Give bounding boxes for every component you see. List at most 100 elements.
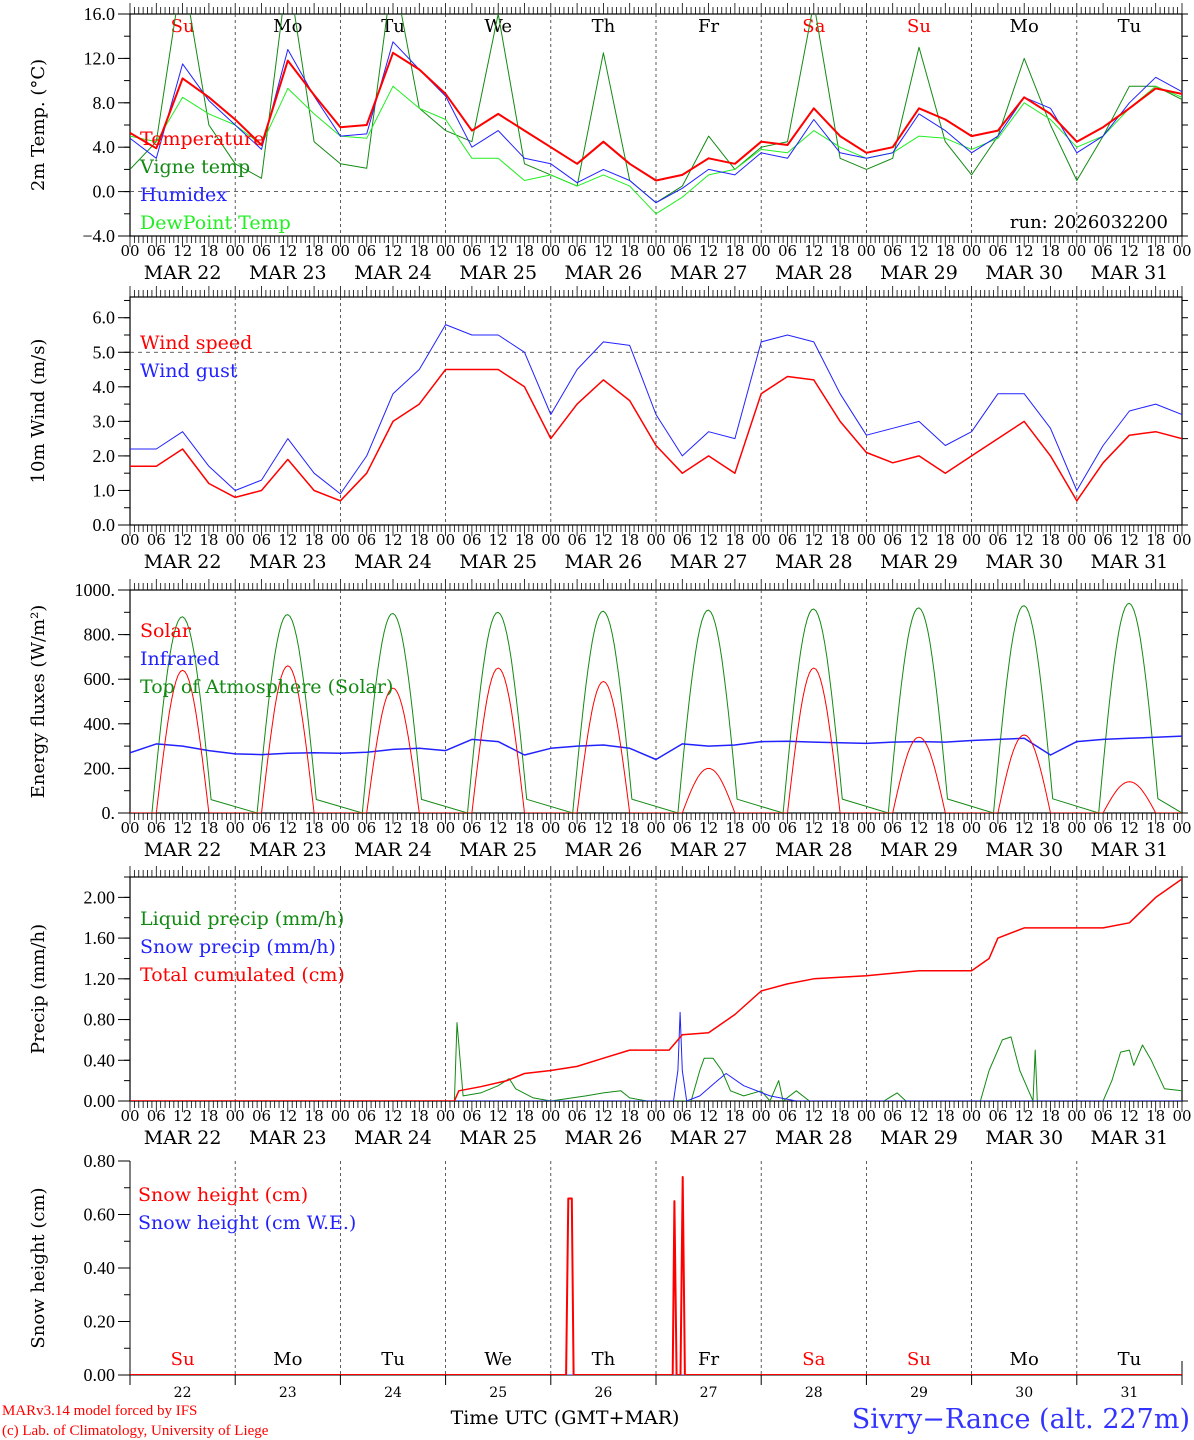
x-hour-label: 00 xyxy=(646,1107,665,1125)
legend-entry: Vigne temp xyxy=(139,156,250,178)
legend-entry: Temperature xyxy=(140,128,264,150)
x-hour-label: 12 xyxy=(489,531,508,549)
x-hour-label: 18 xyxy=(410,1107,429,1125)
y-tick-label: 0.0 xyxy=(93,515,116,535)
x-hour-label: 12 xyxy=(594,531,613,549)
x-hour-label: 18 xyxy=(305,242,324,260)
x-hour-label: 06 xyxy=(568,242,587,260)
day-name-label: Tu xyxy=(381,16,405,37)
x-date-label: MAR 30 xyxy=(985,551,1063,573)
x-hour-label: 12 xyxy=(278,819,297,837)
x-hour-label: 06 xyxy=(778,531,797,549)
x-hour-label: 18 xyxy=(199,531,218,549)
x-date-label: MAR 24 xyxy=(354,262,432,284)
x-hour-label: 00 xyxy=(331,242,350,260)
day-number: 27 xyxy=(700,1385,718,1401)
x-date-label: MAR 26 xyxy=(565,551,643,573)
x-date-label: MAR 23 xyxy=(249,262,327,284)
x-hour-label: 18 xyxy=(1041,819,1060,837)
x-hour-label: 18 xyxy=(620,1107,639,1125)
x-hour-label: 06 xyxy=(147,1107,166,1125)
x-hour-label: 12 xyxy=(804,531,823,549)
x-hour-label: 18 xyxy=(725,242,744,260)
x-hour-label: 18 xyxy=(410,242,429,260)
x-hour-label: 00 xyxy=(857,1107,876,1125)
x-hour-label: 18 xyxy=(410,531,429,549)
legend-entry: Snow precip (mm/h) xyxy=(140,936,336,958)
x-hour-label: 00 xyxy=(857,531,876,549)
legend-entry: Infrared xyxy=(140,648,220,670)
y-axis-title: Precip (mm/h) xyxy=(28,924,49,1054)
x-hour-label: 06 xyxy=(1094,1107,1113,1125)
x-date-label: MAR 24 xyxy=(354,551,432,573)
x-hour-label: 00 xyxy=(436,242,455,260)
x-hour-label: 12 xyxy=(804,1107,823,1125)
x-hour-label: 00 xyxy=(120,819,139,837)
day-name-label: Tu xyxy=(1118,1349,1142,1370)
x-hour-label: 00 xyxy=(120,1107,139,1125)
x-hour-label: 12 xyxy=(278,1107,297,1125)
legend-entry: Wind gust xyxy=(140,360,238,382)
x-hour-label: 06 xyxy=(568,819,587,837)
x-hour-label: 18 xyxy=(305,1107,324,1125)
x-hour-label: 12 xyxy=(383,819,402,837)
x-hour-label: 06 xyxy=(357,1107,376,1125)
x-hour-label: 12 xyxy=(489,819,508,837)
y-tick-label: 8.0 xyxy=(93,93,116,113)
lab-credit: (c) Lab. of Climatology, University of L… xyxy=(2,1423,269,1439)
x-hour-label: 18 xyxy=(515,1107,534,1125)
x-hour-label: 12 xyxy=(1015,1107,1034,1125)
x-hour-label: 00 xyxy=(752,1107,771,1125)
x-hour-label: 06 xyxy=(147,242,166,260)
x-hour-label: 06 xyxy=(357,242,376,260)
x-hour-label: 00 xyxy=(752,531,771,549)
series-group xyxy=(130,878,1182,1101)
x-hour-label: 12 xyxy=(594,242,613,260)
x-hour-label: 00 xyxy=(226,819,245,837)
x-hour-label: 06 xyxy=(988,242,1007,260)
x-hour-label: 18 xyxy=(831,1107,850,1125)
x-hour-label: 06 xyxy=(252,531,271,549)
x-hour-label: 06 xyxy=(462,531,481,549)
y-tick-label: 4.0 xyxy=(93,137,116,157)
x-hour-label: 06 xyxy=(883,1107,902,1125)
x-hour-label: 18 xyxy=(1146,242,1165,260)
x-hour-label: 06 xyxy=(673,531,692,549)
x-hour-label: 06 xyxy=(1094,819,1113,837)
series-line-wind-speed xyxy=(130,368,1182,502)
day-name-label: Sa xyxy=(802,16,825,37)
x-hour-label: 18 xyxy=(199,242,218,260)
x-hour-label: 12 xyxy=(699,819,718,837)
x-hour-label: 12 xyxy=(173,1107,192,1125)
legend-entry: Humidex xyxy=(140,184,227,206)
x-hour-label: 12 xyxy=(699,531,718,549)
x-hour-label: 18 xyxy=(199,819,218,837)
panel-1: 16.0 12.0 8.0 4.0 0.0 −4.0 2m Temp. (°C) 00 06 12… xyxy=(28,3,1192,284)
x-hour-label: 06 xyxy=(252,1107,271,1125)
x-hour-label: 12 xyxy=(173,242,192,260)
y-tick-label: 1000. xyxy=(75,580,116,600)
x-hour-label: 00 xyxy=(962,1107,981,1125)
panel-3: 1000. 800. 600. 400. 200. 0. Energy fluxes (W/… xyxy=(28,579,1192,861)
x-hour-label: 18 xyxy=(620,242,639,260)
x-hour-label: 00 xyxy=(541,1107,560,1125)
x-hour-label: 18 xyxy=(515,242,534,260)
day-name-label: Mo xyxy=(273,1349,302,1370)
x-hour-label: 18 xyxy=(936,242,955,260)
x-date-label: MAR 31 xyxy=(1091,1127,1169,1149)
x-date-label: MAR 31 xyxy=(1091,551,1169,573)
x-hour-label: 12 xyxy=(909,819,928,837)
x-hour-label: 18 xyxy=(831,819,850,837)
day-name-label: We xyxy=(484,16,512,37)
x-date-label: MAR 23 xyxy=(249,1127,327,1149)
x-hour-label: 00 xyxy=(1172,819,1191,837)
day-name-label: Tu xyxy=(1118,16,1142,37)
x-hour-label: 18 xyxy=(410,819,429,837)
x-hour-label: 06 xyxy=(568,531,587,549)
x-axis-title: Time UTC (GMT+MAR) xyxy=(451,1407,680,1429)
x-date-label: MAR 27 xyxy=(670,551,748,573)
x-date-label: MAR 26 xyxy=(565,1127,643,1149)
x-hour-label: 18 xyxy=(1146,531,1165,549)
x-date-label: MAR 22 xyxy=(144,1127,222,1149)
